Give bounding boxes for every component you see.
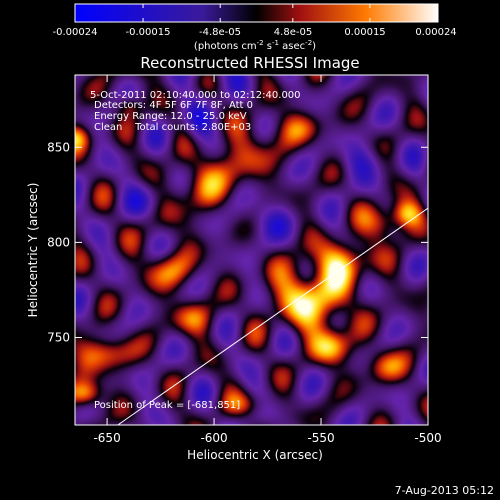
colorbar-tick-label: 0.00024	[415, 27, 456, 38]
x-tick-label: -500	[414, 431, 441, 445]
colorbar-ticks	[74, 4, 439, 22]
y-axis: 750 800 850	[47, 140, 428, 345]
x-axis: -650 -600 -550 -500	[93, 75, 442, 445]
colorbar-tick-label: -4.8e-05	[199, 27, 241, 38]
units-exponent: -1	[272, 39, 279, 47]
colorbar-tick-label: -0.00024	[53, 27, 98, 38]
units-part: s	[264, 41, 272, 52]
annotation-peak: Position of Peak = [-681,851]	[94, 400, 240, 411]
colorbar-tick-labels: -0.00024 -0.00015 -4.8e-05 4.8e-05 0.000…	[53, 27, 457, 38]
y-tick-label: 800	[47, 235, 70, 249]
y-axis-label: Heliocentric Y (arcsec)	[26, 183, 40, 318]
annotation-energy: Energy Range: 12.0 - 25.0 keV	[94, 111, 247, 122]
solar-limb-line	[117, 207, 428, 425]
colorbar	[74, 3, 439, 23]
plot-frame	[74, 74, 429, 426]
units-part: asec	[279, 41, 305, 52]
annotations: 5-Oct-2011 02:10:40.000 to 02:12:40.000 …	[90, 90, 301, 411]
colorbar-tick-label: 0.00015	[344, 27, 385, 38]
colorbar-units: (photons cm-2 s-1 asec-2)	[194, 39, 316, 52]
colorbar-tick-label: 4.8e-05	[274, 27, 312, 38]
colorbar-tick-label: -0.00015	[126, 27, 171, 38]
y-tick-label: 850	[47, 140, 70, 154]
units-exponent: -2	[305, 39, 312, 47]
units-part: )	[312, 41, 316, 52]
units-part: (photons cm	[194, 41, 257, 52]
chart-title: Reconstructed RHESSI Image	[140, 54, 359, 72]
y-tick-label: 750	[47, 331, 70, 345]
x-tick-label: -550	[307, 431, 334, 445]
date-stamp: 7-Aug-2013 05:12	[395, 484, 494, 497]
annotation-clean: Clean Total counts: 2.80E+03	[94, 122, 251, 133]
annotation-detectors: Detectors: 4F 5F 6F 7F 8F, Att 0	[94, 100, 253, 111]
heatmap-image	[75, 75, 428, 425]
units-exponent: -2	[257, 39, 264, 47]
annotation-time: 5-Oct-2011 02:10:40.000 to 02:12:40.000	[90, 90, 301, 101]
x-axis-label: Heliocentric X (arcsec)	[187, 448, 323, 462]
x-tick-label: -650	[93, 431, 120, 445]
x-tick-label: -600	[200, 431, 227, 445]
